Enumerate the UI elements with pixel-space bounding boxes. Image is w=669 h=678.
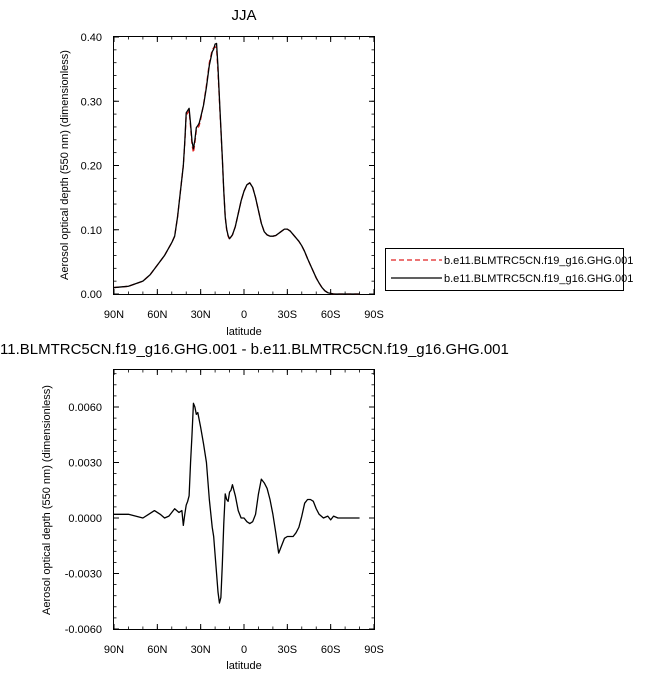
x-tick-label: 60S — [321, 644, 341, 656]
x-tick-label: 60N — [147, 644, 167, 656]
top-x-axis-label: latitude — [226, 326, 261, 338]
x-tick-label: 90N — [104, 644, 124, 656]
x-tick-label: 90N — [104, 309, 124, 321]
x-tick-label: 30S — [278, 644, 298, 656]
top-chart-title: JJA — [231, 7, 256, 24]
y-tick-label: 0.0060 — [68, 402, 102, 414]
top-y-axis: 0.00 0.10 0.20 0.30 0.40 — [81, 32, 374, 301]
bottom-x-axis: 90N 60N 30N 0 30S 60S 90S — [104, 370, 384, 656]
y-tick-label: -0.0030 — [65, 569, 102, 581]
x-tick-label: 90S — [364, 644, 384, 656]
y-tick-label: 0.20 — [81, 161, 102, 173]
y-tick-label: -0.0060 — [65, 624, 102, 636]
x-tick-label: 0 — [241, 644, 247, 656]
y-tick-label: 0.30 — [81, 96, 102, 108]
top-x-axis: 90N 60N 30N 0 30S 60S 90S — [104, 37, 384, 321]
y-tick-label: 0.0000 — [68, 513, 102, 525]
legend-label-1: b.e11.BLMTRC5CN.f19_g16.GHG.001 — [444, 255, 633, 267]
legend-label-2: b.e11.BLMTRC5CN.f19_g16.GHG.001 — [444, 273, 633, 285]
bottom-x-axis-label: latitude — [226, 660, 261, 672]
bottom-y-axis-label: Aerosol optical depth (550 nm) (dimensio… — [41, 385, 53, 615]
x-tick-label: 90S — [364, 309, 384, 321]
x-tick-label: 30N — [191, 644, 211, 656]
x-tick-label: 60N — [147, 309, 167, 321]
top-y-axis-label: Aerosol optical depth (550 nm) (dimensio… — [59, 50, 71, 280]
bottom-y-axis: -0.0060 -0.0030 0.0000 0.0030 0.0060 — [65, 373, 374, 636]
top-series-lines — [113, 42, 360, 295]
y-tick-label: 0.10 — [81, 225, 102, 237]
top-panel: JJA 0.00 0.10 0.20 0.30 0.40 90N 60N 30N 0 30S 60… — [59, 7, 633, 338]
legend-box — [385, 248, 624, 291]
series-line-1 — [114, 402, 360, 604]
bottom-plot-frame — [113, 369, 375, 630]
x-tick-label: 60S — [321, 309, 341, 321]
x-tick-label: 0 — [241, 309, 247, 321]
y-tick-label: 0.0030 — [68, 458, 102, 470]
x-tick-label: 30N — [191, 309, 211, 321]
series-line-2 — [113, 42, 360, 295]
bottom-series-lines — [114, 402, 360, 604]
series-line-1 — [113, 45, 360, 295]
y-tick-label: 0.00 — [81, 289, 102, 301]
bottom-panel: b.e11.BLMTRC5CN.f19_g16.GHG.001 - b.e11.… — [0, 341, 509, 672]
top-plot-frame — [113, 36, 375, 295]
legend: b.e11.BLMTRC5CN.f19_g16.GHG.001 b.e11.BL… — [385, 248, 633, 291]
bottom-chart-title: b.e11.BLMTRC5CN.f19_g16.GHG.001 - b.e11.… — [0, 341, 509, 358]
y-tick-label: 0.40 — [81, 32, 102, 44]
x-tick-label: 30S — [278, 309, 298, 321]
